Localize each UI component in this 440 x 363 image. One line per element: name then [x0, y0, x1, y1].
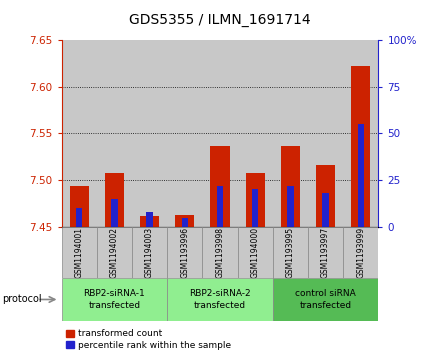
Bar	[62, 227, 97, 278]
Bar	[97, 40, 132, 227]
Bar	[351, 66, 370, 227]
Text: RBP2-siRNA-1
transfected: RBP2-siRNA-1 transfected	[84, 289, 145, 310]
Bar	[202, 40, 238, 227]
Bar	[246, 173, 265, 227]
Bar	[323, 193, 329, 227]
Bar	[167, 278, 273, 321]
Bar	[175, 215, 194, 227]
Bar	[97, 227, 132, 278]
Bar	[238, 40, 273, 227]
Bar	[273, 40, 308, 227]
Text: GSM1194001: GSM1194001	[75, 227, 84, 278]
Text: GDS5355 / ILMN_1691714: GDS5355 / ILMN_1691714	[129, 13, 311, 27]
Bar	[281, 147, 300, 227]
Text: GSM1193998: GSM1193998	[216, 227, 224, 278]
Bar	[287, 186, 293, 227]
Text: GSM1194003: GSM1194003	[145, 227, 154, 278]
Bar	[167, 40, 202, 227]
Bar	[316, 165, 335, 227]
Text: control siRNA
transfected: control siRNA transfected	[295, 289, 356, 310]
Bar	[140, 216, 159, 227]
Bar	[252, 189, 258, 227]
Bar	[217, 186, 223, 227]
Bar	[132, 227, 167, 278]
Text: GSM1194000: GSM1194000	[251, 227, 260, 278]
Bar	[273, 278, 378, 321]
Text: RBP2-siRNA-2
transfected: RBP2-siRNA-2 transfected	[189, 289, 251, 310]
Text: GSM1193997: GSM1193997	[321, 227, 330, 278]
Text: GSM1193999: GSM1193999	[356, 227, 365, 278]
Bar	[167, 227, 202, 278]
Bar	[308, 40, 343, 227]
Bar	[111, 199, 117, 227]
Bar	[343, 40, 378, 227]
Bar	[238, 227, 273, 278]
Bar	[105, 173, 124, 227]
Bar	[210, 147, 230, 227]
Text: GSM1194002: GSM1194002	[110, 227, 119, 278]
Bar	[132, 40, 167, 227]
Bar	[202, 227, 238, 278]
Bar	[62, 40, 97, 227]
Bar	[308, 227, 343, 278]
Text: GSM1193995: GSM1193995	[286, 227, 295, 278]
Bar	[273, 227, 308, 278]
Bar	[147, 212, 153, 227]
Bar	[182, 217, 188, 227]
Bar	[62, 278, 167, 321]
Text: GSM1193996: GSM1193996	[180, 227, 189, 278]
Bar	[343, 227, 378, 278]
Legend: transformed count, percentile rank within the sample: transformed count, percentile rank withi…	[66, 329, 231, 350]
Bar	[76, 208, 82, 227]
Text: protocol: protocol	[2, 294, 42, 305]
Bar	[358, 124, 364, 227]
Bar	[70, 186, 89, 227]
